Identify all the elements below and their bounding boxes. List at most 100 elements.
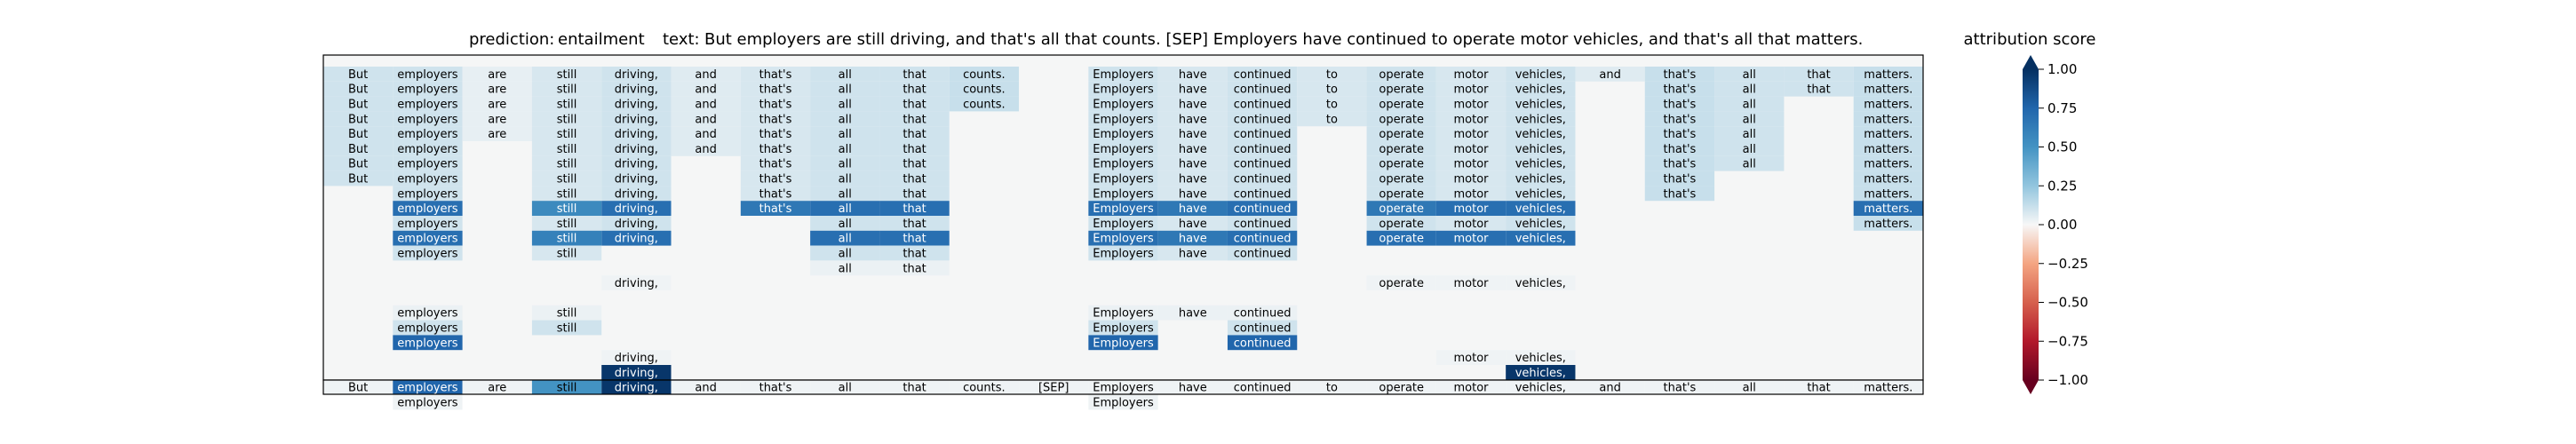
layer-cell: still	[531, 320, 602, 336]
layer-cell: driving,	[601, 111, 672, 126]
layer-cell: employers	[393, 186, 463, 201]
summary-cell-fill	[1157, 380, 1228, 394]
layer-cell: that's	[740, 81, 811, 97]
layer-cell: still	[531, 67, 602, 82]
layer-cell: still	[531, 170, 602, 186]
layer-cell-fill	[949, 96, 1020, 112]
summary-cell-label: [SEP]	[1038, 382, 1069, 395]
layer-cell-fill	[393, 394, 463, 410]
summary-cell-label: operate	[1379, 382, 1424, 395]
layer-cell-fill	[393, 81, 463, 97]
layer-cell-fill	[1506, 275, 1576, 290]
layer-cell-label: still	[557, 83, 577, 97]
layer-cell-fill	[810, 96, 880, 112]
layer-cell: Employers	[1088, 155, 1158, 171]
layer-cell-fill	[1227, 170, 1298, 186]
layer-cell-label: Employers	[1093, 218, 1154, 231]
layer-cell-label: all	[839, 83, 852, 97]
layer-cell: all	[810, 260, 880, 275]
summary-cell: still	[531, 380, 602, 395]
layer-cell: all	[1714, 111, 1785, 127]
layer-cell-fill	[1227, 111, 1298, 127]
layer-cell: employers	[393, 111, 463, 126]
layer-cell: employers	[393, 126, 463, 141]
layer-cell-fill	[740, 141, 811, 156]
layer-cell-label: vehicles,	[1515, 99, 1566, 112]
layer-cell-label: all	[839, 187, 852, 201]
layer-cell: that	[879, 111, 950, 126]
layer-cell-fill	[393, 141, 463, 156]
layer-cell: all	[1714, 141, 1785, 156]
layer-cell-fill	[1366, 96, 1436, 112]
layer-cell-label: continued	[1234, 143, 1292, 156]
layer-cell: continued	[1227, 201, 1298, 216]
layer-cell-fill	[1435, 230, 1507, 246]
layer-cell: vehicles,	[1506, 216, 1576, 231]
layer-cell-label: all	[839, 143, 852, 156]
layer-cell-label: But	[348, 83, 368, 97]
layer-cell-label: all	[839, 233, 852, 246]
layer-cell: employers	[393, 230, 463, 246]
layer-cell-label: operate	[1379, 143, 1424, 156]
layer-cell-fill	[1853, 126, 1923, 141]
summary-cells: But employers are still driving, and that's all…	[323, 380, 1923, 395]
layer-cell: But	[323, 81, 394, 97]
layer-cell: that's	[740, 170, 811, 186]
layer-cell-label: motor	[1454, 352, 1490, 365]
layer-cell-label: continued	[1234, 248, 1292, 261]
layer-cell: all	[810, 230, 880, 246]
layer-cell-fill	[879, 141, 950, 156]
layer-cell: that	[879, 126, 950, 141]
summary-cell: vehicles,	[1506, 380, 1576, 395]
layer-cell-label: have	[1179, 158, 1207, 171]
layer-cell-fill	[393, 96, 463, 112]
summary-cell-label: employers	[397, 382, 458, 395]
layer-cell-label: operate	[1379, 99, 1424, 112]
layer-cell: motor	[1435, 141, 1507, 156]
layer-cell-label: driving,	[615, 277, 658, 290]
layer-cell: that's	[740, 111, 811, 126]
summary-cell: that's	[740, 380, 811, 395]
layer-cell-fill	[1157, 305, 1228, 321]
layer-cell: that's	[740, 141, 811, 156]
layer-cell-label: But	[348, 128, 368, 141]
layer-cell-fill	[1714, 111, 1785, 127]
layer-cell-fill	[601, 216, 672, 231]
layer-cell-label: Employers	[1093, 113, 1154, 126]
layer-cell-label: vehicles,	[1515, 68, 1566, 82]
layer-cell: vehicles,	[1506, 81, 1576, 97]
layer-cell-label: operate	[1379, 277, 1424, 290]
layer-cell-label: and	[695, 113, 716, 126]
summary-cell-label: still	[557, 382, 577, 395]
layer-cell: continued	[1227, 216, 1298, 231]
colorbar-tick-label: 1.00	[2047, 61, 2077, 77]
summary-cell: all	[1714, 380, 1785, 395]
layer-cell: operate	[1366, 155, 1436, 171]
layer-cell-label: matters.	[1864, 143, 1912, 156]
layer-cell: still	[531, 305, 602, 321]
layer-cell-fill	[1853, 170, 1923, 186]
layer-cell-label: driving,	[615, 143, 658, 156]
layer-cell-fill	[1157, 67, 1228, 82]
layer-cell: motor	[1435, 126, 1507, 141]
layer-cell-label: Employers	[1093, 337, 1154, 350]
summary-cell-label: Employers	[1093, 382, 1154, 395]
layer-cell: vehicles,	[1506, 126, 1576, 141]
layer-cell: to	[1297, 67, 1367, 82]
layer-cell-fill	[1506, 96, 1576, 112]
layer-cell-label: and	[695, 83, 716, 97]
layer-cell-fill	[1157, 126, 1228, 141]
summary-cell-fill	[1714, 380, 1785, 394]
layer-cell-label: Employers	[1093, 143, 1154, 156]
summary-cell-label: that	[902, 382, 926, 395]
layer-cell-fill	[1853, 96, 1923, 112]
layer-cell-fill	[601, 365, 672, 380]
layer-cell: continued	[1227, 245, 1298, 261]
layer-cell-fill	[740, 67, 811, 82]
layer-cell-label: continued	[1234, 83, 1292, 97]
layer-cell-label: operate	[1379, 158, 1424, 171]
layer-cell: But	[323, 67, 394, 82]
layer-cell-label: continued	[1234, 187, 1292, 201]
layer-cell: vehicles,	[1506, 141, 1576, 156]
layer-cell-fill	[810, 170, 880, 186]
